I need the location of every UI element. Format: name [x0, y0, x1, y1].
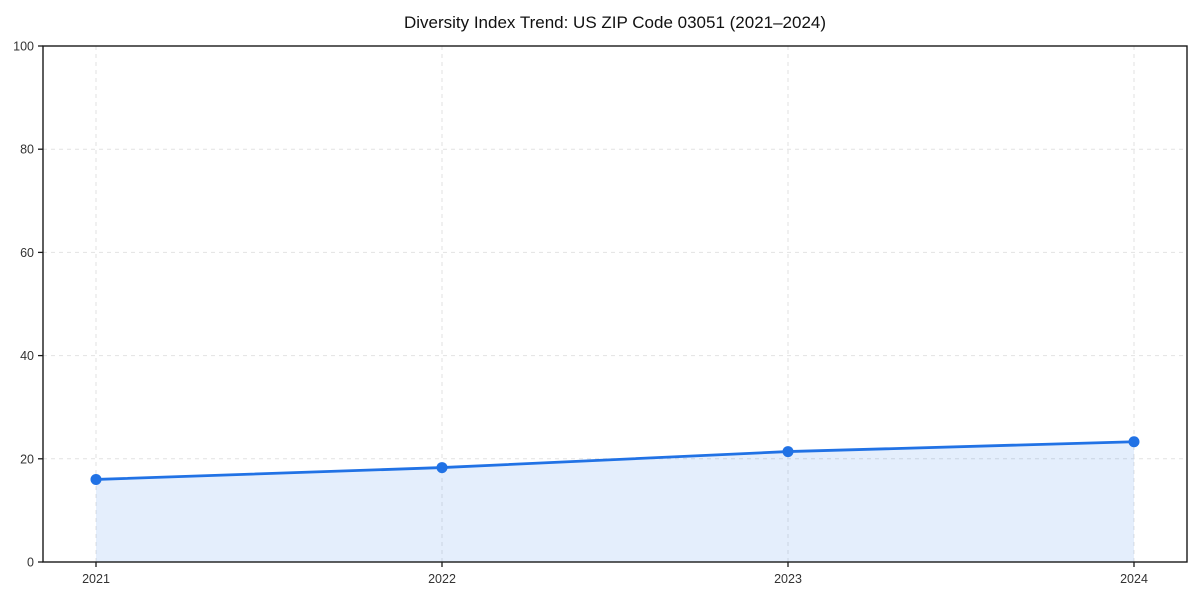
y-tick-label: 80	[20, 143, 34, 157]
data-point-marker	[782, 446, 794, 458]
series-line	[94, 440, 1136, 481]
x-tick-label: 2022	[428, 572, 456, 586]
y-tick-label: 60	[20, 246, 34, 260]
x-tick-label: 2023	[774, 572, 802, 586]
data-point-marker	[1128, 436, 1140, 448]
chart-title: Diversity Index Trend: US ZIP Code 03051…	[403, 13, 827, 32]
y-tick-label: 0	[27, 556, 34, 570]
y-tick-label: 100	[13, 40, 34, 54]
plot-border	[42, 45, 1188, 563]
x-tick-label: 2024	[1120, 572, 1148, 586]
data-point-marker	[436, 462, 448, 474]
y-tick-label: 40	[20, 349, 34, 363]
y-tick-label: 20	[20, 452, 34, 466]
data-point-marker	[90, 473, 102, 485]
x-tick-label: 2021	[82, 572, 110, 586]
